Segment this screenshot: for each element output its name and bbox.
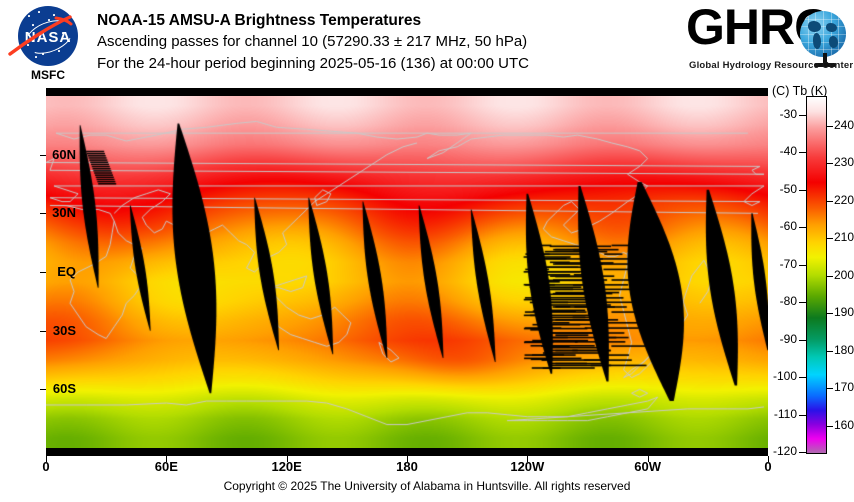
colorbar-kelvin-label: 240	[834, 117, 854, 132]
colorbar-kelvin-tick	[826, 238, 833, 240]
colorbar-celsius-label: -30	[779, 106, 797, 121]
x-axis-label: 120W	[510, 459, 545, 474]
colorbar-celsius-tick	[799, 152, 806, 154]
y-axis-tick	[40, 272, 46, 273]
nasa-meatball-icon: NASA	[18, 6, 78, 66]
colorbar-celsius-tick	[799, 377, 806, 379]
x-axis-tick	[286, 456, 288, 462]
colorbar-celsius-tick	[799, 227, 806, 229]
colorbar-kelvin-label: 160	[834, 417, 854, 432]
nasa-wordmark: NASA	[24, 29, 72, 46]
colorbar-kelvin-tick	[826, 388, 833, 390]
colorbar-kelvin-label: 200	[834, 267, 854, 282]
x-axis-tick	[527, 456, 529, 462]
y-axis-label: 60N	[52, 146, 76, 162]
colorbar-celsius-tick	[799, 414, 806, 416]
colorbar-kelvin-label: 190	[834, 305, 854, 320]
colorbar-kelvin-label: 230	[834, 155, 854, 170]
x-axis-label: 120E	[271, 459, 302, 474]
y-axis-tick	[40, 213, 46, 215]
period-subtitle: For the 24-hour period beginning 2025-05…	[97, 55, 529, 72]
msfc-label: MSFC	[31, 68, 65, 82]
colorbar-kelvin-tick	[826, 275, 833, 277]
ghrc-logo: GHRC Global Hydrology Resource Center	[686, 0, 853, 75]
colorbar-celsius-tick	[799, 264, 806, 266]
colorbar-celsius-label: -50	[779, 181, 797, 196]
channel-subtitle: Ascending passes for channel 10 (57290.3…	[97, 33, 528, 50]
colorbar-kelvin-tick	[826, 425, 833, 427]
colorbar-celsius-tick	[799, 302, 806, 304]
x-axis-tick	[407, 456, 408, 462]
colorbar-celsius-label: -120	[772, 444, 797, 458]
colorbar-celsius-tick	[799, 114, 806, 116]
colorbar-celsius-tick	[799, 452, 806, 453]
colorbar-celsius-label: -90	[779, 331, 797, 346]
colorbar-kelvin-label: 180	[834, 342, 854, 357]
x-axis-tick	[768, 456, 769, 462]
colorbar-kelvin-label: 210	[834, 230, 854, 245]
colorbar-kelvin-tick	[826, 200, 833, 202]
colorbar-celsius-tick	[799, 189, 806, 191]
y-axis-label: 60S	[52, 381, 76, 397]
orbit-gap-overlay	[46, 96, 768, 448]
nasa-swoosh-icon	[8, 15, 73, 56]
title-block: NOAA-15 AMSU-A Brightness Temperatures A…	[97, 10, 529, 75]
colorbar-celsius-label: -40	[779, 144, 797, 159]
colorbar-celsius-label: -80	[779, 294, 797, 309]
brightness-temperature-map[interactable]	[46, 96, 768, 448]
y-axis-tick	[40, 389, 46, 391]
globe-icon	[800, 11, 846, 57]
y-axis-tick	[40, 330, 46, 332]
colorbar-header: (C) Tb (K)	[772, 84, 828, 98]
y-axis-label: 30S	[52, 322, 76, 338]
ghrc-subtitle: Global Hydrology Resource Center	[689, 60, 854, 71]
y-axis-tick	[40, 154, 46, 156]
x-axis-label: 0	[764, 459, 772, 474]
colorbar-kelvin-tick	[826, 313, 833, 315]
colorbar-kelvin-tick	[826, 163, 833, 165]
x-axis-tick	[166, 456, 168, 462]
colorbar-gradient[interactable]	[806, 96, 827, 454]
colorbar-celsius-label: -100	[772, 369, 797, 384]
copyright-notice: Copyright © 2025 The University of Alaba…	[223, 479, 631, 493]
x-axis-tick	[647, 456, 649, 462]
globe-stand	[823, 53, 827, 65]
globe-base	[814, 63, 836, 67]
x-axis-tick	[46, 456, 47, 462]
colorbar-kelvin-label: 220	[834, 192, 854, 207]
top-arrow-marker	[422, 80, 448, 88]
colorbar-kelvin-label: 170	[834, 380, 854, 395]
nasa-logo: NASA MSFC	[8, 4, 88, 82]
colorbar-celsius-label: -110	[773, 406, 797, 421]
colorbar-celsius-tick	[799, 339, 806, 341]
x-axis-label: 60E	[154, 459, 178, 474]
map-frame	[46, 80, 768, 456]
y-axis-label: EQ	[57, 264, 76, 279]
x-axis-label: 180	[396, 459, 418, 474]
colorbar-celsius-label: -60	[779, 219, 797, 234]
x-axis-label: 0	[42, 459, 50, 474]
colorbar-kelvin-tick	[826, 125, 833, 127]
colorbar-celsius-label: -70	[779, 256, 797, 271]
colorbar-kelvin-tick	[826, 350, 833, 352]
x-axis-label: 60W	[634, 459, 662, 474]
y-axis-label: 30N	[52, 205, 76, 221]
page-title: NOAA-15 AMSU-A Brightness Temperatures	[97, 12, 422, 29]
